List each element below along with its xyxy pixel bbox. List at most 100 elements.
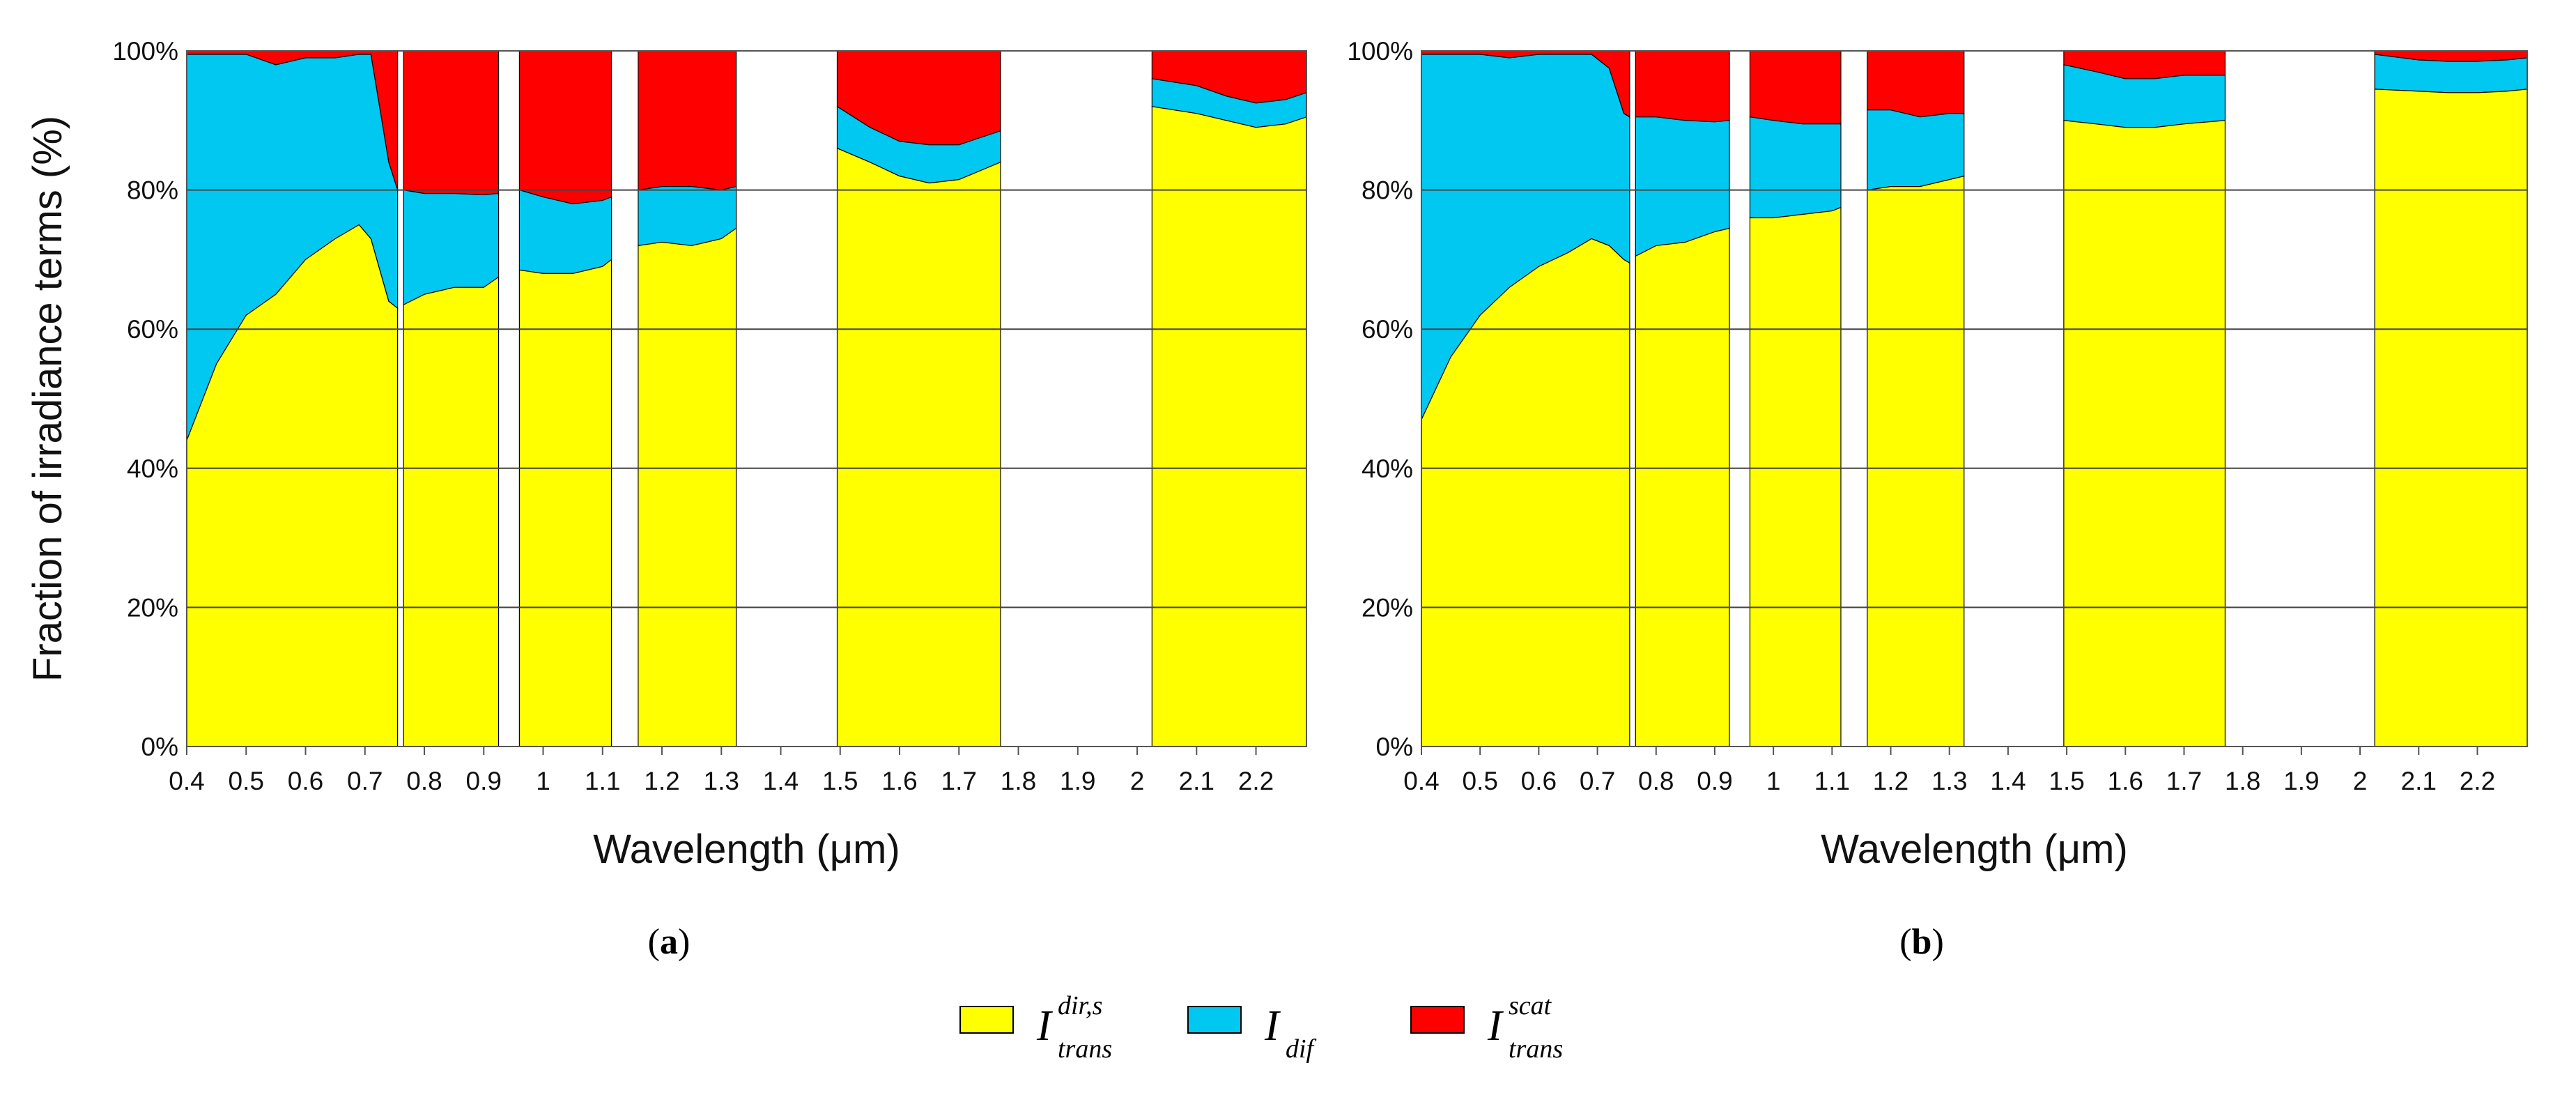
band-4 (836, 50, 1001, 747)
panel-label: (a) (648, 922, 691, 962)
band-5 (2374, 50, 2528, 747)
x-tick-label: 0.4 (169, 767, 204, 795)
y-tick-label: 60% (1362, 315, 1413, 344)
series-dif-area (1867, 109, 1965, 191)
x-tick-label: 0.9 (1697, 767, 1732, 795)
x-tick-label: 1 (536, 767, 550, 795)
x-tick-label: 0.7 (1580, 767, 1615, 795)
x-tick-label: 2.1 (1179, 767, 1214, 795)
plot-frame (186, 50, 1307, 747)
x-tick-label: 2.2 (1238, 767, 1274, 795)
panel-a-chart: 0% 20% 40% 60% 80% 100% 0.4 0.5 0.6 0.7 0.8 0.9 1 1.1… (25, 37, 1307, 962)
x-tick-label: 1.6 (2108, 767, 2143, 795)
y-tick-label: 40% (127, 454, 178, 483)
legend-subscript: trans (1509, 1034, 1563, 1064)
band-5 (1151, 50, 1307, 747)
y-tick-label: 80% (1362, 176, 1413, 205)
series-dif-area (1749, 116, 1842, 219)
x-tick-label: 1.1 (585, 767, 620, 795)
series-scat-area (1867, 50, 1965, 118)
x-tick-label: 0.5 (1462, 767, 1497, 795)
legend-superscript: dir,s (1058, 991, 1102, 1020)
x-tick-label: 0.6 (1521, 767, 1557, 795)
legend-symbol: I (1264, 1002, 1281, 1050)
legend-symbol: I (1036, 1002, 1054, 1050)
band-2 (518, 50, 612, 747)
band-3 (638, 50, 737, 747)
series-scat-area (638, 50, 737, 191)
x-tick-label: 0.8 (1638, 767, 1674, 795)
x-tick-label: 2.2 (2460, 767, 2495, 795)
series-dif-area (518, 189, 612, 274)
x-tick-label: 1.1 (1814, 767, 1850, 795)
y-tick-label: 100% (112, 37, 178, 66)
x-tick-label: 0.9 (466, 767, 502, 795)
x-tick-label: 1.8 (1001, 767, 1036, 795)
y-tick-label: 0% (141, 733, 178, 761)
x-tick-label: 0.4 (1403, 767, 1439, 795)
x-tick-label: 1.9 (2283, 767, 2319, 795)
legend-swatch (1187, 1006, 1242, 1034)
series-dir-area (638, 227, 737, 747)
y-tick-label: 60% (127, 315, 178, 344)
legend-swatch (959, 1006, 1014, 1034)
legend-swatch (1410, 1006, 1465, 1034)
series-dir-area (1421, 238, 1630, 747)
x-tick-label: 1.6 (881, 767, 917, 795)
panel-letter: a (660, 922, 678, 962)
x-tick-label: 1.8 (2225, 767, 2260, 795)
y-tick-label: 20% (1362, 593, 1413, 622)
band-0 (1421, 50, 1630, 747)
band-2 (1749, 50, 1842, 747)
y-axis-label: Fraction of irradiance terms (%) (25, 116, 70, 682)
x-tick-label: 0.7 (347, 767, 383, 795)
x-axis-label: Wavelength (μm) (1821, 827, 2128, 872)
series-dir-area (403, 276, 500, 747)
series-scat-area (403, 50, 500, 196)
x-tick-label: 2.1 (2401, 767, 2437, 795)
series-dir-area (836, 147, 1001, 747)
x-axis-label: Wavelength (μm) (593, 827, 900, 872)
x-tick-label: 1.2 (644, 767, 679, 795)
series-dir-area (518, 259, 612, 747)
band-1 (403, 50, 500, 747)
band-3 (1867, 50, 1965, 747)
series-dir-area (1749, 206, 1842, 747)
x-tick-label: 1.4 (763, 767, 799, 795)
x-tick-label: 1.9 (1060, 767, 1095, 795)
panel-letter: b (1912, 922, 1932, 962)
series-dir-area (186, 224, 399, 747)
x-tick-label: 1.4 (1990, 767, 2026, 795)
series-dir-area (1867, 175, 1965, 747)
series-scat-area (518, 50, 612, 205)
y-tick-label: 100% (1347, 37, 1413, 66)
x-tick-label: 0.8 (406, 767, 442, 795)
series-dir-area (2374, 89, 2528, 747)
y-tick-label: 80% (127, 176, 178, 205)
x-tick-label: 1.3 (704, 767, 739, 795)
series-dir-area (1635, 227, 1730, 747)
y-tick-label: 0% (1376, 733, 1413, 761)
x-tick-label: 1.5 (2049, 767, 2084, 795)
legend-subscript: dif (1286, 1034, 1317, 1064)
x-tick-label: 1.7 (2166, 767, 2202, 795)
x-tick-label: 1.7 (941, 767, 977, 795)
series-dir-area (2063, 120, 2226, 747)
panel-b-chart: 0% 20% 40% 60% 80% 100% 0.4 0.5 0.6 0.7 0.8 0.9 1 1.1… (1347, 37, 2528, 962)
legend-superscript: scat (1509, 991, 1552, 1020)
series-dif-area (638, 185, 737, 247)
series-scat-area (1749, 50, 1842, 125)
x-tick-label: 0.6 (288, 767, 323, 795)
legend-subscript: trans (1058, 1034, 1112, 1064)
plot-frame (1421, 50, 2528, 747)
panel-label: (b) (1899, 922, 1944, 962)
x-tick-label: 1.3 (1931, 767, 1967, 795)
band-1 (1635, 50, 1730, 747)
x-tick-label: 0.5 (229, 767, 264, 795)
x-tick-label: 2 (2353, 767, 2368, 795)
x-tick-label: 1 (1766, 767, 1781, 795)
x-tick-label: 1.2 (1873, 767, 1908, 795)
